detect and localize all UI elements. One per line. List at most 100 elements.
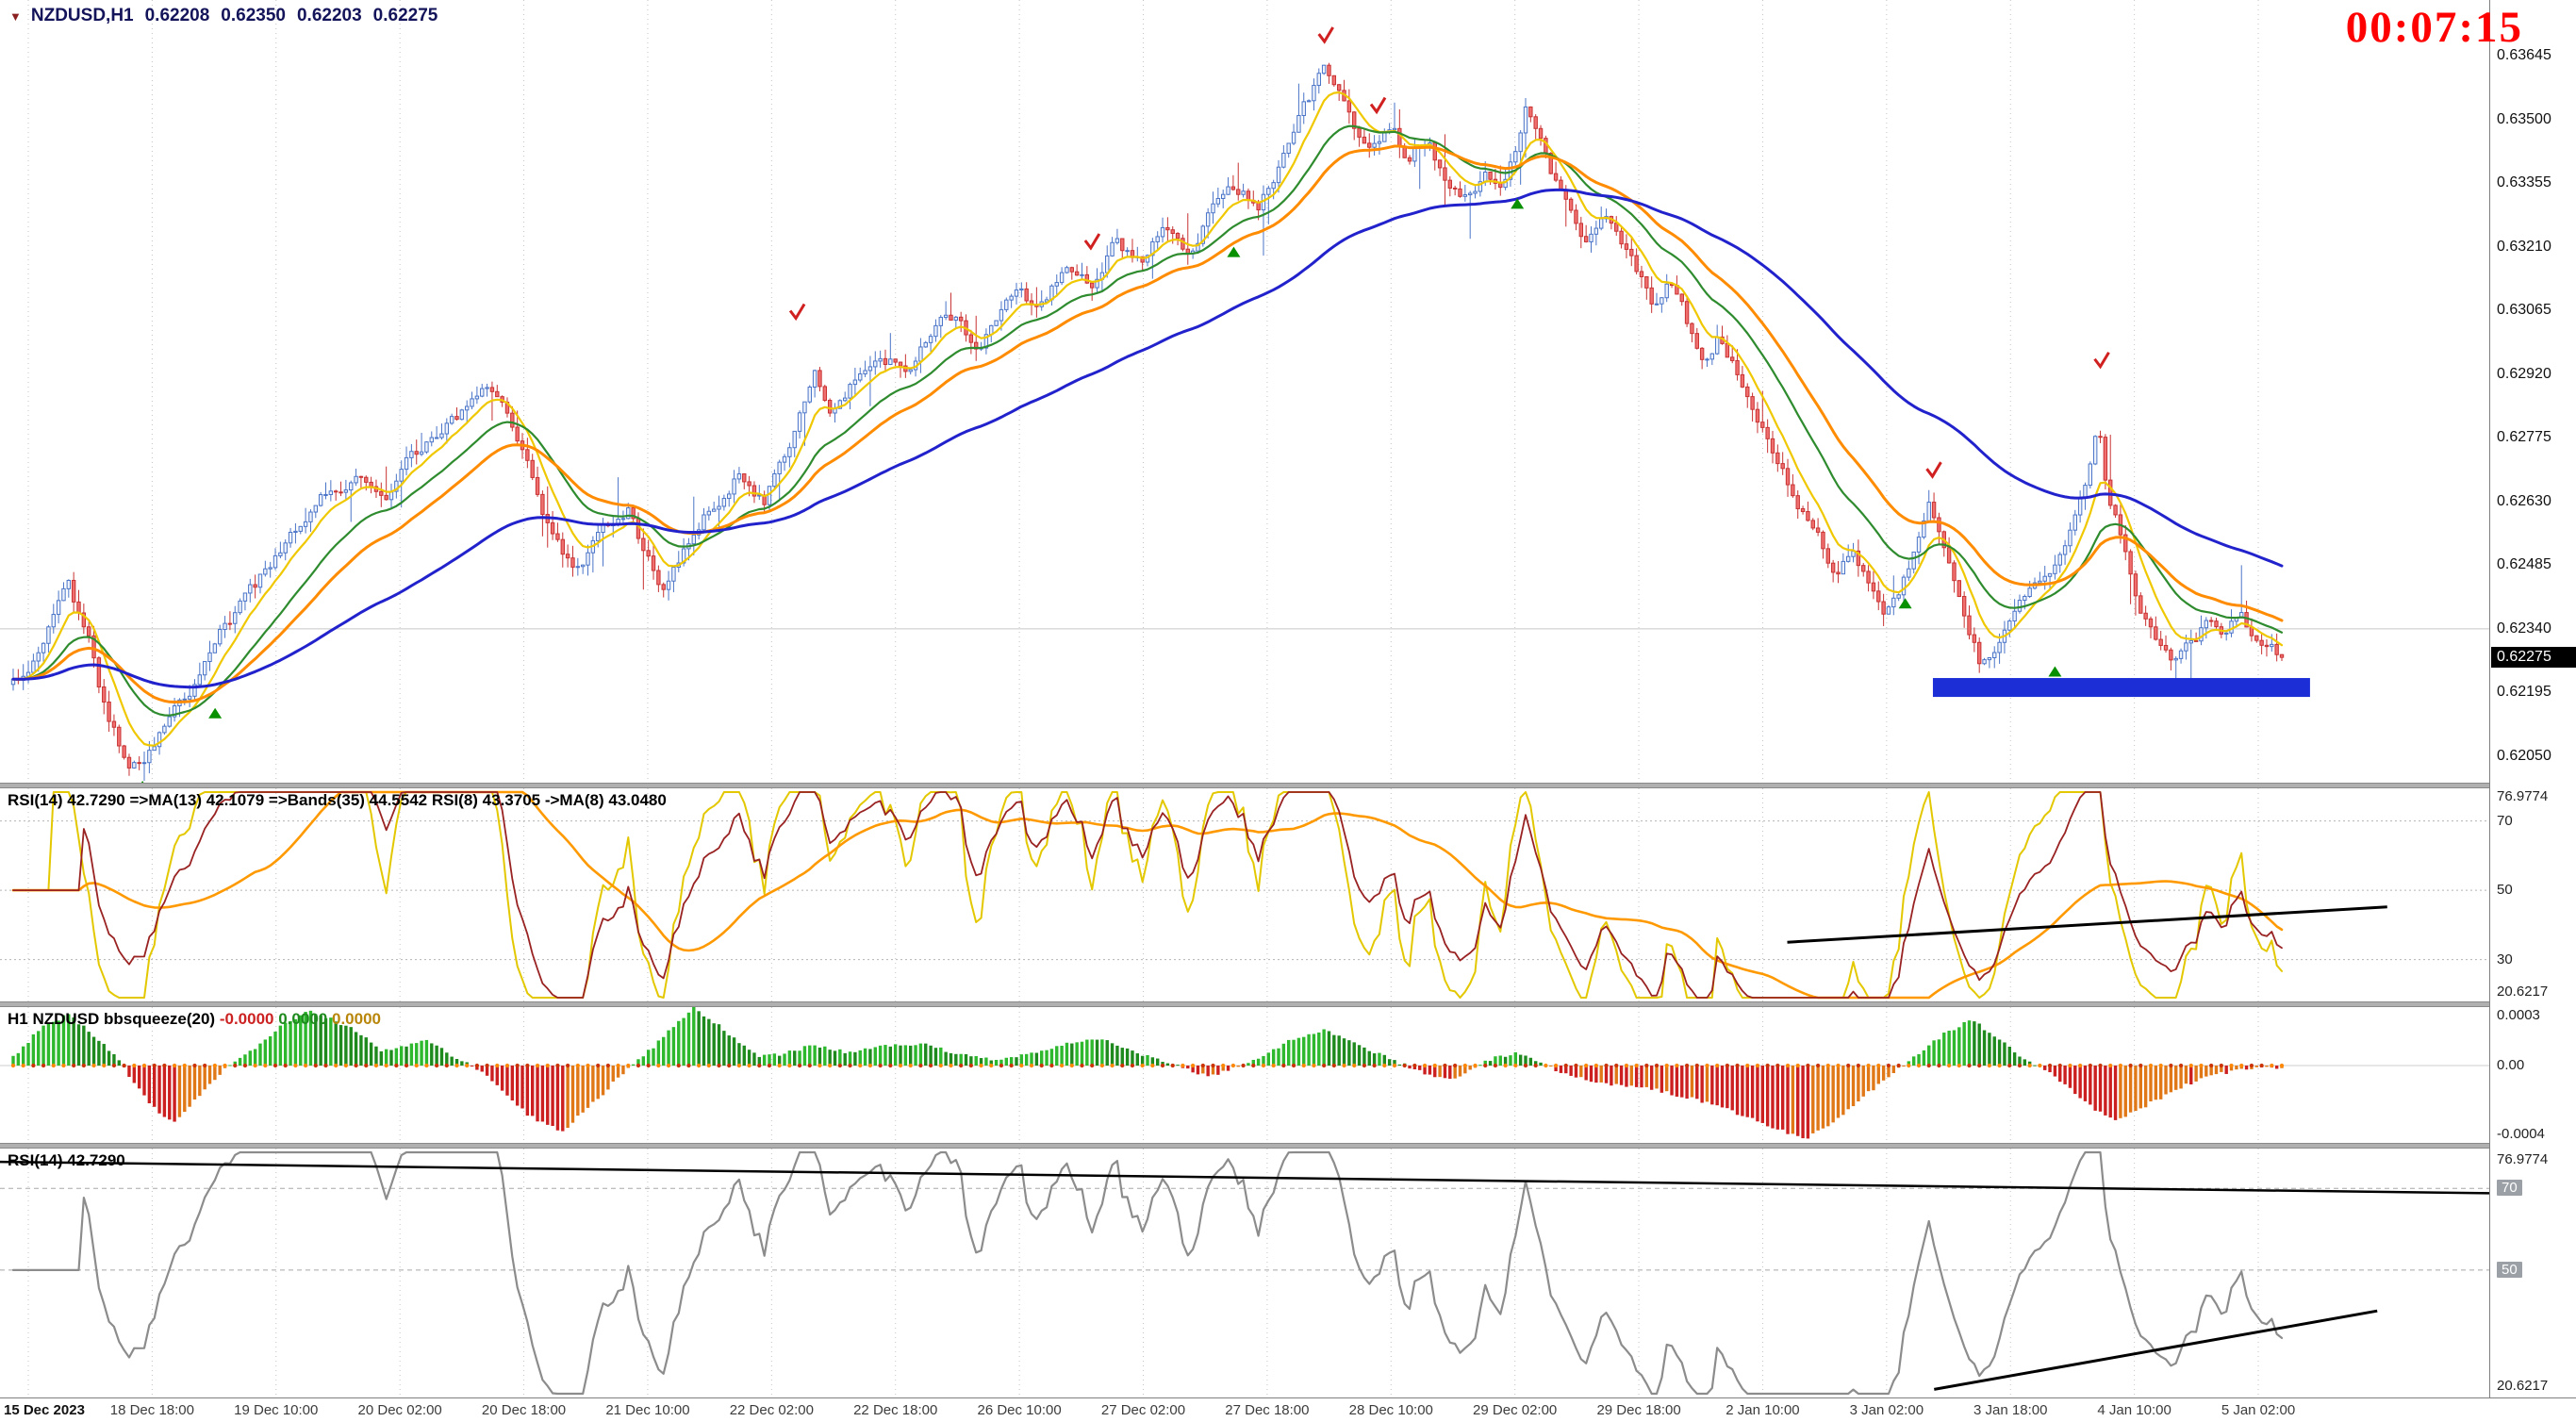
trendline[interactable] bbox=[0, 1160, 2489, 1195]
squeeze-dot bbox=[2047, 1063, 2053, 1068]
squeeze-dot bbox=[898, 1063, 903, 1068]
squeeze-dot bbox=[1241, 1063, 1246, 1068]
squeeze-dot bbox=[313, 1063, 318, 1068]
squeeze-dot bbox=[1624, 1063, 1629, 1068]
squeeze-dot bbox=[263, 1063, 268, 1068]
indicator-scale-label: 50 bbox=[2497, 882, 2513, 899]
time-axis[interactable]: 15 Dec 2023 18 Dec 18:00 19 Dec 10:00 20 De… bbox=[0, 1397, 2576, 1422]
squeeze-dot bbox=[1009, 1063, 1014, 1068]
chart-canvas[interactable] bbox=[0, 0, 2489, 1422]
squeeze-dot bbox=[1715, 1063, 1720, 1068]
squeeze-dot bbox=[908, 1063, 913, 1068]
panel-separator[interactable] bbox=[0, 1001, 2576, 1007]
bbsqueeze-value-2: 0.0000 bbox=[278, 1010, 328, 1028]
buy-arrow-icon bbox=[1227, 246, 1241, 257]
squeeze-dot bbox=[525, 1063, 530, 1068]
squeeze-dot bbox=[1200, 1063, 1205, 1068]
moving-average-line[interactable] bbox=[11, 124, 2284, 717]
price-scale-label: 0.62920 bbox=[2497, 365, 2551, 382]
panel-separator[interactable] bbox=[0, 783, 2576, 788]
squeeze-dot bbox=[1473, 1063, 1478, 1068]
squeeze-dot bbox=[1322, 1063, 1327, 1068]
squeeze-dot bbox=[928, 1063, 933, 1068]
squeeze-dot bbox=[1029, 1063, 1034, 1068]
rsi-indicator-panel[interactable] bbox=[0, 790, 2489, 1000]
squeeze-dot bbox=[1997, 1063, 2002, 1068]
squeeze-dot bbox=[373, 1063, 379, 1068]
squeeze-dot bbox=[1775, 1063, 1780, 1068]
squeeze-dot bbox=[91, 1063, 96, 1068]
squeeze-dot bbox=[817, 1063, 822, 1068]
bbsqueeze-label-prefix: H1 NZDUSD bbsqueeze(20) bbox=[8, 1010, 216, 1028]
squeeze-dot bbox=[334, 1063, 339, 1068]
squeeze-dot bbox=[2038, 1063, 2042, 1068]
squeeze-dot bbox=[203, 1063, 207, 1068]
indicator-scale-label: 20.6217 bbox=[2497, 984, 2549, 1000]
moving-average-line[interactable] bbox=[11, 91, 2284, 747]
squeeze-dot bbox=[465, 1063, 470, 1068]
squeeze-dot bbox=[807, 1063, 812, 1068]
candle-countdown-timer: 00:07:15 bbox=[2345, 3, 2523, 52]
squeeze-dot bbox=[1947, 1063, 1952, 1068]
bbsqueeze-indicator-panel[interactable] bbox=[0, 1006, 2489, 1139]
indicator-scale-label: 76.9774 bbox=[2497, 1151, 2549, 1167]
bbsqueeze-value-1: -0.0000 bbox=[219, 1010, 274, 1028]
squeeze-dot bbox=[2118, 1063, 2123, 1068]
price-scale-label: 0.63500 bbox=[2497, 110, 2551, 127]
squeeze-dot bbox=[2229, 1063, 2234, 1068]
squeeze-dot bbox=[2188, 1063, 2193, 1068]
moving-average-line[interactable] bbox=[11, 144, 2284, 703]
squeeze-dot bbox=[1049, 1063, 1054, 1068]
rsi14-indicator-label: RSI(14) 42.7290 bbox=[8, 1151, 125, 1169]
indicator-scale-label: -0.0004 bbox=[2497, 1126, 2545, 1142]
symbol-dropdown-icon[interactable]: ▼ bbox=[9, 8, 22, 24]
squeeze-dot bbox=[283, 1063, 288, 1068]
squeeze-dot bbox=[2178, 1063, 2184, 1068]
squeeze-dot bbox=[757, 1063, 762, 1068]
squeeze-dot bbox=[1675, 1063, 1679, 1068]
price-scale[interactable]: 0.62275 0.63645 0.63500 0.63355 0.63210 0.63… bbox=[2489, 0, 2576, 1422]
panel-separator[interactable] bbox=[0, 1143, 2576, 1149]
indicator-scale-label: 0.0003 bbox=[2497, 1007, 2540, 1023]
trendline[interactable] bbox=[1787, 905, 2387, 944]
squeeze-dot bbox=[1181, 1063, 1185, 1068]
rsi14-line bbox=[12, 791, 2283, 999]
sell-arrow-icon bbox=[788, 303, 806, 322]
squeeze-dot bbox=[1382, 1063, 1387, 1068]
ohlc-open-value: 0.62208 bbox=[144, 6, 210, 25]
price-scale-label: 0.62050 bbox=[2497, 747, 2551, 764]
time-label: 20 Dec 18:00 bbox=[481, 1402, 567, 1418]
squeeze-dot bbox=[233, 1063, 238, 1068]
squeeze-dot bbox=[1412, 1063, 1417, 1068]
indicator-scale-label: 70 bbox=[2497, 812, 2513, 829]
squeeze-dot bbox=[676, 1063, 681, 1068]
symbol-timeframe-label: NZDUSD,H1 bbox=[30, 6, 134, 25]
ohlc-low-value: 0.62203 bbox=[296, 6, 362, 25]
squeeze-dot bbox=[1977, 1063, 1982, 1068]
price-scale-label: 0.62340 bbox=[2497, 620, 2551, 637]
squeeze-dot bbox=[1140, 1063, 1145, 1068]
rsi14-indicator-panel[interactable] bbox=[0, 1150, 2489, 1396]
sell-arrow-icon bbox=[1369, 96, 1387, 115]
squeeze-dot bbox=[293, 1063, 298, 1068]
price-scale-label: 0.62485 bbox=[2497, 556, 2551, 573]
squeeze-dot bbox=[504, 1063, 510, 1068]
squeeze-dot bbox=[394, 1063, 399, 1068]
squeeze-dot bbox=[61, 1063, 66, 1068]
squeeze-dot bbox=[414, 1063, 419, 1068]
moving-average-line[interactable] bbox=[11, 188, 2284, 689]
time-label: 19 Dec 10:00 bbox=[234, 1402, 319, 1418]
support-zone-rect[interactable] bbox=[1932, 678, 2310, 698]
squeeze-dot bbox=[182, 1063, 187, 1068]
squeeze-dot bbox=[1523, 1063, 1528, 1068]
squeeze-dot bbox=[867, 1063, 873, 1068]
squeeze-dot bbox=[575, 1063, 580, 1068]
squeeze-dot bbox=[828, 1063, 833, 1068]
main-chart-panel[interactable] bbox=[0, 26, 2489, 791]
time-label: 27 Dec 02:00 bbox=[1100, 1402, 1186, 1418]
trendline[interactable] bbox=[1934, 1309, 2378, 1391]
price-scale-label: 0.62775 bbox=[2497, 429, 2551, 446]
squeeze-dot bbox=[1987, 1063, 1991, 1068]
squeeze-dot bbox=[747, 1063, 751, 1068]
